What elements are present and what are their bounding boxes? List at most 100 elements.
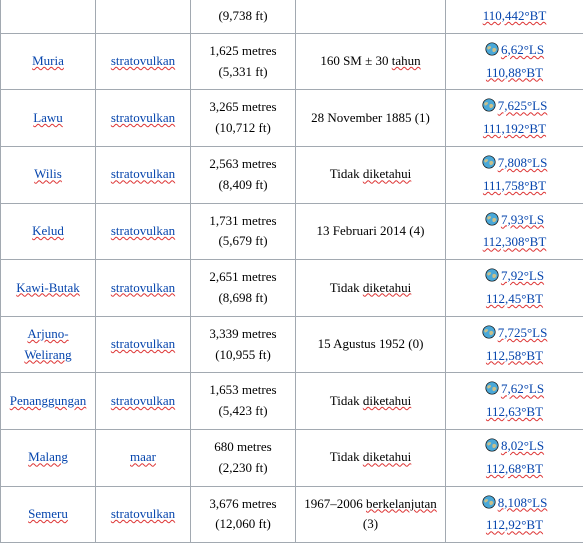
- cell-elevation: 680 metres(2,230 ft): [191, 429, 296, 486]
- volcano-type-link[interactable]: stratovulkan: [111, 223, 175, 238]
- coord-link[interactable]: 8,02°LS 112,68°BT: [485, 438, 544, 476]
- elev-m: 1,653 metres: [209, 382, 276, 397]
- eruption-wavy: tahun: [392, 53, 421, 68]
- volcano-name-link[interactable]: Malang: [28, 449, 68, 464]
- cell-name: Wilis: [1, 146, 96, 203]
- coord-link[interactable]: 7,92°LS 112,45°BT: [485, 268, 544, 306]
- volcano-type-link[interactable]: stratovulkan: [111, 53, 175, 68]
- coord-lon: 112,92°BT: [486, 517, 543, 532]
- cell-elevation: 1,731 metres (5,679 ft): [191, 203, 296, 260]
- elev-ft: (10,955 ft): [215, 347, 271, 362]
- eruption-text: Tidak: [330, 166, 363, 181]
- volcano-type-link[interactable]: stratovulkan: [111, 336, 175, 351]
- coord-lon: 111,758°BT: [483, 178, 546, 193]
- cell-type: stratovulkan: [96, 316, 191, 373]
- table-row: Keludstratovulkan1,731 metres(5,679 ft)1…: [1, 203, 583, 260]
- cell-coord: 8,02°LS 112,68°BT: [446, 429, 583, 486]
- coord-lat: 7,62°LS: [501, 381, 544, 396]
- cell-eruption: [296, 0, 446, 33]
- volcano-name-link[interactable]: Arjuno-Welirang: [24, 326, 71, 362]
- globe-icon: [485, 212, 499, 233]
- eruption-text: Tidak: [330, 393, 363, 408]
- elev-ft: (5,331 ft): [218, 64, 267, 79]
- coord-link[interactable]: 7,725°LS112,58°BT: [482, 325, 548, 363]
- globe-icon: [482, 155, 496, 176]
- coord-lat: 8,108°LS: [498, 495, 548, 510]
- volcano-type-link[interactable]: stratovulkan: [111, 393, 175, 408]
- volcano-table-body: (9,738 ft)110,442°BTMuriastratovulkan1,6…: [1, 0, 583, 543]
- eruption-wavy: berkelanjutan: [366, 496, 437, 511]
- eruption-text: Tidak: [330, 449, 363, 464]
- cell-name: Malang: [1, 429, 96, 486]
- cell-elevation: 1,653 metres (5,423 ft): [191, 373, 296, 430]
- cell-name: Lawu: [1, 90, 96, 147]
- globe-icon: [485, 438, 499, 459]
- cell-coord: 7,62°LS 112,63°BT: [446, 373, 583, 430]
- coord-lat: 6,62°LS: [501, 42, 544, 57]
- volcano-type-link[interactable]: stratovulkan: [111, 506, 175, 521]
- cell-eruption: Tidak diketahui: [296, 146, 446, 203]
- eruption-text: 160 SM ± 30: [320, 53, 391, 68]
- coord-link[interactable]: 7,62°LS 112,63°BT: [485, 381, 544, 419]
- cell-coord: 7,93°LS 112,308°BT: [446, 203, 583, 260]
- cell-name: Kawi-Butak: [1, 260, 96, 317]
- coord-lon: 112,308°BT: [483, 234, 547, 249]
- elev-ft: (8,698 ft): [218, 290, 267, 305]
- table-row: Muria stratovulkan 1,625 metres (5,331 ft) 1…: [1, 33, 583, 90]
- cell-type: stratovulkan: [96, 33, 191, 90]
- globe-icon: [482, 495, 496, 516]
- eruption-wavy: diketahui: [363, 166, 411, 181]
- eruption-wavy: diketahui: [363, 393, 411, 408]
- table-row: Penanggungan stratovulkan 1,653 metres (5,4…: [1, 373, 583, 430]
- cell-eruption: 15 Agustus 1952 (0): [296, 316, 446, 373]
- cell-elevation: 3,339 metres (10,955 ft): [191, 316, 296, 373]
- coord-lat: 7,93°LS: [501, 212, 544, 227]
- volcano-type-link[interactable]: maar: [130, 449, 156, 464]
- coord-lon: 112,68°BT: [486, 461, 543, 476]
- volcano-name-link[interactable]: Muria: [32, 53, 64, 68]
- cell-coord: 7,625°LS111,192°BT: [446, 90, 583, 147]
- cell-type: stratovulkan: [96, 146, 191, 203]
- coord-link[interactable]: 8,108°LS 112,92°BT: [482, 495, 548, 533]
- coord-link[interactable]: 7,808°LS111,758°BT: [482, 155, 548, 193]
- eruption-text: Tidak: [330, 280, 363, 295]
- cell-eruption: 1967–2006 berkelanjutan (3): [296, 486, 446, 543]
- coord-link[interactable]: 6,62°LS110,88°BT: [485, 42, 544, 80]
- elev-ft: (2,230 ft): [218, 460, 267, 475]
- elev-m: 3,339 metres: [209, 326, 276, 341]
- coord-link[interactable]: 7,625°LS111,192°BT: [482, 98, 548, 136]
- volcano-name-link[interactable]: Kawi-Butak: [16, 280, 80, 295]
- volcano-name-link[interactable]: Wilis: [34, 166, 62, 181]
- elev-m: 1,625 metres: [209, 43, 276, 58]
- elev-ft: (5,423 ft): [218, 403, 267, 418]
- volcano-type-link[interactable]: stratovulkan: [111, 110, 175, 125]
- volcano-type-link[interactable]: stratovulkan: [111, 280, 175, 295]
- volcano-name-link[interactable]: Penanggungan: [10, 393, 87, 408]
- cell-elevation: 2,651 metres(8,698 ft): [191, 260, 296, 317]
- cell-eruption: Tidak diketahui: [296, 260, 446, 317]
- cell-eruption: Tidak diketahui: [296, 373, 446, 430]
- cell-type: maar: [96, 429, 191, 486]
- eruption-wavy: diketahui: [363, 280, 411, 295]
- globe-icon: [485, 42, 499, 63]
- volcano-name-link[interactable]: Lawu: [33, 110, 63, 125]
- globe-icon: [482, 325, 496, 346]
- coord-lat: 7,92°LS: [501, 268, 544, 283]
- cell-name: Semeru: [1, 486, 96, 543]
- volcano-type-link[interactable]: stratovulkan: [111, 166, 175, 181]
- elev-m: 1,731 metres: [209, 213, 276, 228]
- cell-coord: 8,108°LS 112,92°BT: [446, 486, 583, 543]
- coord-link[interactable]: 7,93°LS 112,308°BT: [483, 212, 547, 250]
- coord-lon[interactable]: 110,442°BT: [483, 8, 547, 23]
- globe-icon: [485, 268, 499, 289]
- volcano-name-link[interactable]: Kelud: [32, 223, 64, 238]
- volcano-name-link[interactable]: Semeru: [28, 506, 68, 521]
- coord-lon: 112,63°BT: [486, 404, 543, 419]
- coord-lat: 7,625°LS: [498, 98, 548, 113]
- cell-eruption: 160 SM ± 30 tahun: [296, 33, 446, 90]
- elev-ft: (5,679 ft): [218, 233, 267, 248]
- cell-name: [1, 0, 96, 33]
- coord-lon: 112,45°BT: [486, 291, 543, 306]
- cell-coord: 7,725°LS112,58°BT: [446, 316, 583, 373]
- coord-lat: 8,02°LS: [501, 438, 544, 453]
